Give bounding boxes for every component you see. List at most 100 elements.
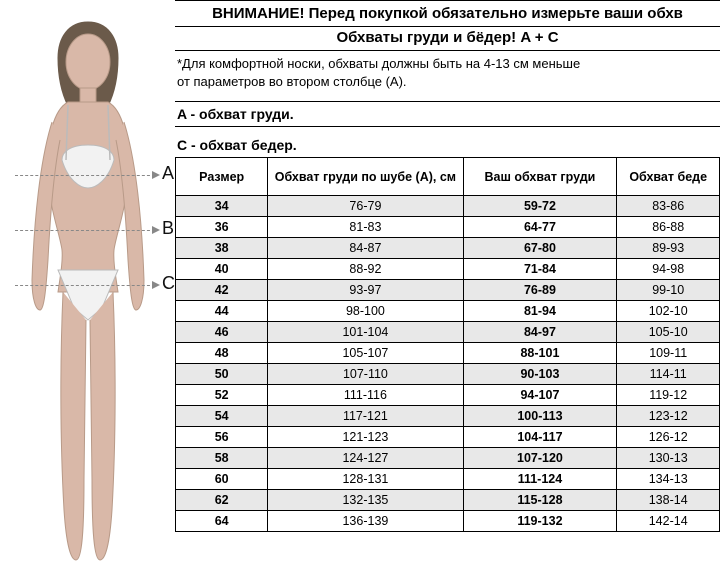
- col-size: Размер: [176, 158, 268, 196]
- measure-line-b: [15, 230, 155, 231]
- table-cell: 59-72: [463, 196, 617, 217]
- table-cell: 136-139: [268, 511, 463, 532]
- table-cell: 88-101: [463, 343, 617, 364]
- table-cell: 36: [176, 217, 268, 238]
- table-cell: 64-77: [463, 217, 617, 238]
- main-header: ВНИМАНИЕ! Перед покупкой обязательно изм…: [175, 0, 720, 27]
- table-row: 58124-127107-120130-13: [176, 448, 720, 469]
- table-cell: 83-86: [617, 196, 720, 217]
- table-cell: 84-87: [268, 238, 463, 259]
- content-column: ВНИМАНИЕ! Перед покупкой обязательно изм…: [175, 0, 720, 581]
- table-row: 3884-8767-8089-93: [176, 238, 720, 259]
- table-cell: 60: [176, 469, 268, 490]
- table-cell: 130-13: [617, 448, 720, 469]
- table-cell: 67-80: [463, 238, 617, 259]
- sub-header: Обхваты груди и бёдер! A + C: [175, 27, 720, 51]
- table-cell: 54: [176, 406, 268, 427]
- table-row: 54117-121100-113123-12: [176, 406, 720, 427]
- table-cell: 90-103: [463, 364, 617, 385]
- table-cell: 107-110: [268, 364, 463, 385]
- table-cell: 123-12: [617, 406, 720, 427]
- table-row: 62132-135115-128138-14: [176, 490, 720, 511]
- table-cell: 126-12: [617, 427, 720, 448]
- table-row: 4088-9271-8494-98: [176, 259, 720, 280]
- table-cell: 88-92: [268, 259, 463, 280]
- table-row: 4293-9776-8999-10: [176, 280, 720, 301]
- table-cell: 99-10: [617, 280, 720, 301]
- table-cell: 94-107: [463, 385, 617, 406]
- table-cell: 119-12: [617, 385, 720, 406]
- table-row: 50107-11090-103114-11: [176, 364, 720, 385]
- table-cell: 101-104: [268, 322, 463, 343]
- table-cell: 109-11: [617, 343, 720, 364]
- measure-line-c: [15, 285, 155, 286]
- measurement-figure: A B C: [0, 0, 175, 581]
- table-row: 46101-10484-97105-10: [176, 322, 720, 343]
- table-header-row: Размер Обхват груди по шубе (A), см Ваш …: [176, 158, 720, 196]
- table-cell: 102-10: [617, 301, 720, 322]
- table-cell: 104-117: [463, 427, 617, 448]
- col-hip: Обхват беде: [617, 158, 720, 196]
- body-silhouette-icon: [18, 10, 158, 570]
- arrow-c-icon: [152, 281, 160, 289]
- table-cell: 42: [176, 280, 268, 301]
- table-cell: 44: [176, 301, 268, 322]
- table-cell: 84-97: [463, 322, 617, 343]
- size-table: Размер Обхват груди по шубе (A), см Ваш …: [175, 157, 720, 532]
- table-row: 64136-139119-132142-14: [176, 511, 720, 532]
- table-cell: 52: [176, 385, 268, 406]
- table-row: 48105-10788-101109-11: [176, 343, 720, 364]
- measure-label-c: C: [162, 273, 175, 294]
- table-cell: 48: [176, 343, 268, 364]
- table-cell: 119-132: [463, 511, 617, 532]
- table-cell: 89-93: [617, 238, 720, 259]
- table-cell: 132-135: [268, 490, 463, 511]
- table-row: 52111-11694-107119-12: [176, 385, 720, 406]
- table-cell: 111-124: [463, 469, 617, 490]
- table-row: 4498-10081-94102-10: [176, 301, 720, 322]
- table-row: 3681-8364-7786-88: [176, 217, 720, 238]
- table-cell: 76-79: [268, 196, 463, 217]
- table-cell: 34: [176, 196, 268, 217]
- table-cell: 111-116: [268, 385, 463, 406]
- measure-label-a: A: [162, 163, 174, 184]
- table-cell: 71-84: [463, 259, 617, 280]
- arrow-a-icon: [152, 171, 160, 179]
- table-cell: 86-88: [617, 217, 720, 238]
- table-cell: 58: [176, 448, 268, 469]
- table-row: 56121-123104-117126-12: [176, 427, 720, 448]
- table-cell: 94-98: [617, 259, 720, 280]
- table-cell: 121-123: [268, 427, 463, 448]
- table-cell: 81-94: [463, 301, 617, 322]
- table-cell: 62: [176, 490, 268, 511]
- table-cell: 40: [176, 259, 268, 280]
- table-cell: 114-11: [617, 364, 720, 385]
- table-cell: 105-10: [617, 322, 720, 343]
- note-line-1: *Для комфортной носки, обхваты должны бы…: [177, 55, 718, 73]
- table-cell: 134-13: [617, 469, 720, 490]
- label-c: C - обхват бедер.: [175, 133, 720, 157]
- table-cell: 98-100: [268, 301, 463, 322]
- measure-label-b: B: [162, 218, 174, 239]
- table-cell: 105-107: [268, 343, 463, 364]
- table-cell: 46: [176, 322, 268, 343]
- note-text: *Для комфортной носки, обхваты должны бы…: [175, 51, 720, 95]
- table-row: 60128-131111-124134-13: [176, 469, 720, 490]
- arrow-b-icon: [152, 226, 160, 234]
- table-cell: 117-121: [268, 406, 463, 427]
- table-cell: 124-127: [268, 448, 463, 469]
- table-cell: 128-131: [268, 469, 463, 490]
- measure-line-a: [15, 175, 155, 176]
- label-a: A - обхват груди.: [175, 101, 720, 127]
- table-cell: 56: [176, 427, 268, 448]
- col-your-bust: Ваш обхват груди: [463, 158, 617, 196]
- table-cell: 76-89: [463, 280, 617, 301]
- table-cell: 142-14: [617, 511, 720, 532]
- table-cell: 138-14: [617, 490, 720, 511]
- table-cell: 81-83: [268, 217, 463, 238]
- table-cell: 115-128: [463, 490, 617, 511]
- col-bust-garment: Обхват груди по шубе (A), см: [268, 158, 463, 196]
- table-cell: 50: [176, 364, 268, 385]
- table-cell: 107-120: [463, 448, 617, 469]
- note-line-2: от параметров во втором столбце (A).: [177, 73, 718, 91]
